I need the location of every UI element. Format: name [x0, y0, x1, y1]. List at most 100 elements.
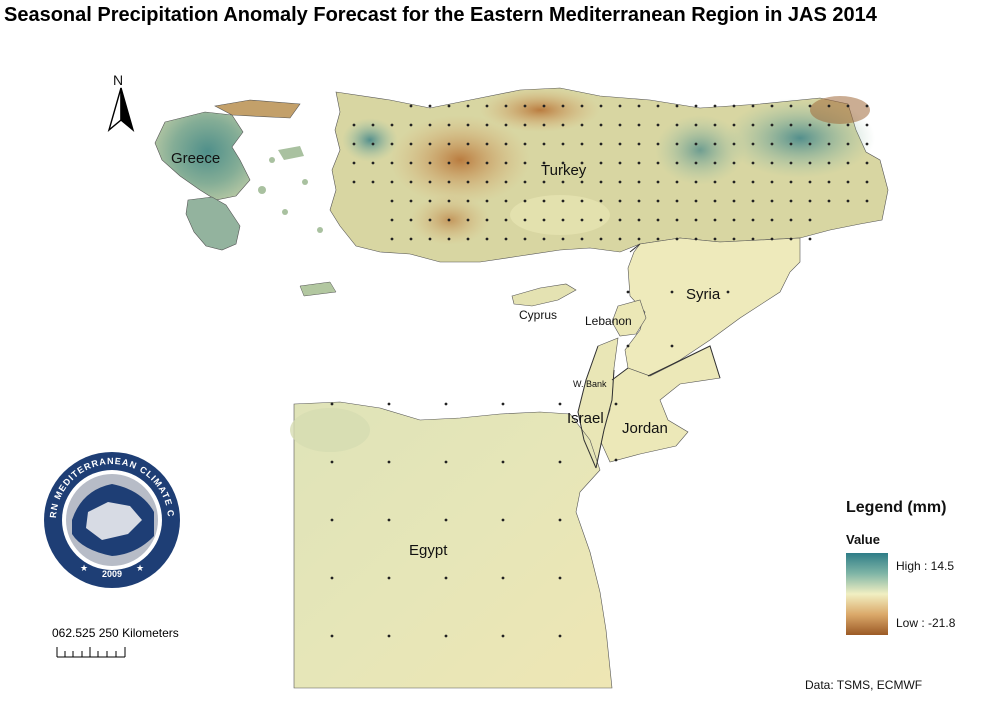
station-dot: [580, 218, 584, 222]
station-dot: [618, 237, 622, 241]
station-dot: [675, 142, 679, 146]
label-jordan: Jordan: [622, 420, 668, 437]
station-dot: [390, 142, 394, 146]
station-dot: [504, 199, 508, 203]
station-dot: [618, 180, 622, 184]
station-dot: [599, 218, 603, 222]
station-dot: [656, 123, 660, 127]
label-west-bank: W. Bank: [573, 379, 607, 389]
station-dot: [751, 218, 755, 222]
lebanon-shape: [611, 299, 647, 337]
station-dot: [501, 402, 505, 406]
emcc-logo: EASTERN MEDITERRANEAN CLIMATE CENTRE 200…: [42, 450, 180, 588]
station-dot: [561, 104, 565, 108]
station-dot: [808, 199, 812, 203]
station-dot: [330, 634, 334, 638]
station-dot: [732, 123, 736, 127]
station-dot: [770, 199, 774, 203]
egypt-shape: [293, 401, 613, 689]
station-dot: [444, 460, 448, 464]
station-dot: [542, 199, 546, 203]
station-dot: [827, 104, 831, 108]
station-dot: [561, 161, 565, 165]
station-dot: [390, 123, 394, 127]
station-dot: [523, 237, 527, 241]
station-dot: [390, 237, 394, 241]
station-dot: [846, 104, 850, 108]
station-dot: [808, 237, 812, 241]
station-dot: [827, 142, 831, 146]
station-dot: [675, 123, 679, 127]
station-dot: [523, 123, 527, 127]
station-dot: [713, 123, 717, 127]
station-dot: [390, 161, 394, 165]
station-dot: [694, 180, 698, 184]
station-dot: [523, 218, 527, 222]
station-dot: [732, 161, 736, 165]
station-dot: [770, 123, 774, 127]
station-dot: [542, 104, 546, 108]
station-dot: [371, 123, 375, 127]
station-dot: [447, 218, 451, 222]
station-dot: [675, 180, 679, 184]
station-dot: [447, 199, 451, 203]
station-dot: [558, 518, 562, 522]
station-dot: [466, 180, 470, 184]
station-dot: [637, 104, 641, 108]
station-dot: [485, 123, 489, 127]
station-dot: [770, 104, 774, 108]
station-dot: [694, 104, 698, 108]
station-dot: [428, 123, 432, 127]
map-title: Seasonal Precipitation Anomaly Forecast …: [4, 4, 877, 26]
label-cyprus: Cyprus: [519, 308, 558, 322]
station-dot: [447, 161, 451, 165]
station-dot: [808, 180, 812, 184]
station-dot: [732, 104, 736, 108]
station-dot: [770, 180, 774, 184]
station-dot: [618, 104, 622, 108]
station-dot: [428, 180, 432, 184]
station-dot: [387, 634, 391, 638]
station-dot: [466, 142, 470, 146]
station-dot: [599, 199, 603, 203]
station-dot: [523, 142, 527, 146]
peloponnese-shape: [185, 196, 241, 251]
station-dot: [447, 142, 451, 146]
station-dot: [485, 161, 489, 165]
station-dot: [444, 576, 448, 580]
station-dot: [504, 123, 508, 127]
station-dot: [713, 218, 717, 222]
station-dot: [789, 199, 793, 203]
station-dot: [501, 634, 505, 638]
station-dot: [675, 218, 679, 222]
station-dot: [637, 161, 641, 165]
station-dot: [561, 123, 565, 127]
station-dot: [387, 518, 391, 522]
station-dot: [466, 218, 470, 222]
station-dot: [732, 199, 736, 203]
station-dot: [428, 142, 432, 146]
station-dot: [751, 237, 755, 241]
station-dot: [713, 180, 717, 184]
station-dot: [846, 123, 850, 127]
station-dot: [447, 104, 451, 108]
station-dot: [865, 161, 869, 165]
greece-shape: [154, 111, 251, 201]
station-dot: [846, 180, 850, 184]
station-dot: [694, 161, 698, 165]
station-dot: [713, 199, 717, 203]
station-dot: [694, 142, 698, 146]
station-dot: [444, 634, 448, 638]
legend-title: Legend (mm): [846, 499, 947, 516]
station-dot: [713, 237, 717, 241]
station-dot: [444, 402, 448, 406]
syria-shape: [624, 237, 801, 377]
station-dot: [501, 460, 505, 464]
station-dot: [558, 402, 562, 406]
station-dot: [770, 161, 774, 165]
station-dot: [561, 237, 565, 241]
station-dot: [694, 199, 698, 203]
north-arrow-icon: [107, 87, 135, 132]
station-dot: [865, 180, 869, 184]
station-dot: [675, 104, 679, 108]
